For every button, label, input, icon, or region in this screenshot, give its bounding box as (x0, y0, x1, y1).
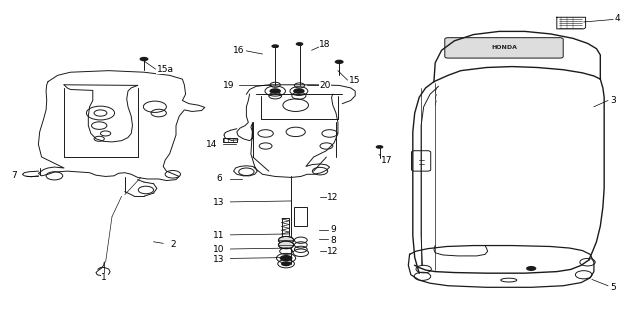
Text: 8: 8 (330, 236, 335, 245)
Text: 11: 11 (213, 231, 225, 240)
Text: 7: 7 (12, 171, 17, 180)
Circle shape (293, 88, 305, 94)
Text: 15a: 15a (157, 65, 173, 73)
Circle shape (269, 88, 281, 94)
Text: 15: 15 (349, 76, 361, 84)
Text: 3: 3 (611, 96, 616, 105)
Text: 17: 17 (381, 156, 393, 165)
Text: 1: 1 (102, 273, 107, 282)
FancyBboxPatch shape (282, 218, 289, 236)
Text: 10: 10 (213, 245, 225, 254)
Text: 18: 18 (319, 40, 331, 49)
Text: 12: 12 (327, 247, 339, 256)
Circle shape (280, 255, 292, 261)
FancyBboxPatch shape (223, 138, 237, 142)
Circle shape (278, 241, 294, 249)
Text: 16: 16 (233, 46, 244, 55)
Text: 9: 9 (330, 225, 335, 234)
Text: 20: 20 (319, 81, 331, 90)
Text: 14: 14 (205, 140, 217, 149)
Text: 12: 12 (327, 193, 339, 202)
FancyBboxPatch shape (445, 38, 563, 58)
Circle shape (278, 236, 294, 244)
Circle shape (140, 57, 148, 61)
FancyBboxPatch shape (294, 207, 307, 226)
Circle shape (335, 60, 344, 64)
Text: 2: 2 (170, 241, 175, 249)
Circle shape (271, 44, 279, 48)
Text: 4: 4 (615, 14, 620, 23)
Circle shape (296, 42, 303, 46)
Circle shape (281, 261, 291, 266)
Text: 13: 13 (213, 198, 225, 207)
Text: 19: 19 (223, 81, 235, 90)
Text: HONDA: HONDA (492, 45, 517, 50)
Circle shape (526, 266, 536, 271)
Circle shape (376, 145, 383, 149)
Ellipse shape (501, 278, 517, 282)
Text: 6: 6 (216, 175, 221, 183)
FancyBboxPatch shape (412, 151, 431, 171)
Text: 13: 13 (213, 255, 225, 263)
Text: 5: 5 (611, 283, 616, 292)
